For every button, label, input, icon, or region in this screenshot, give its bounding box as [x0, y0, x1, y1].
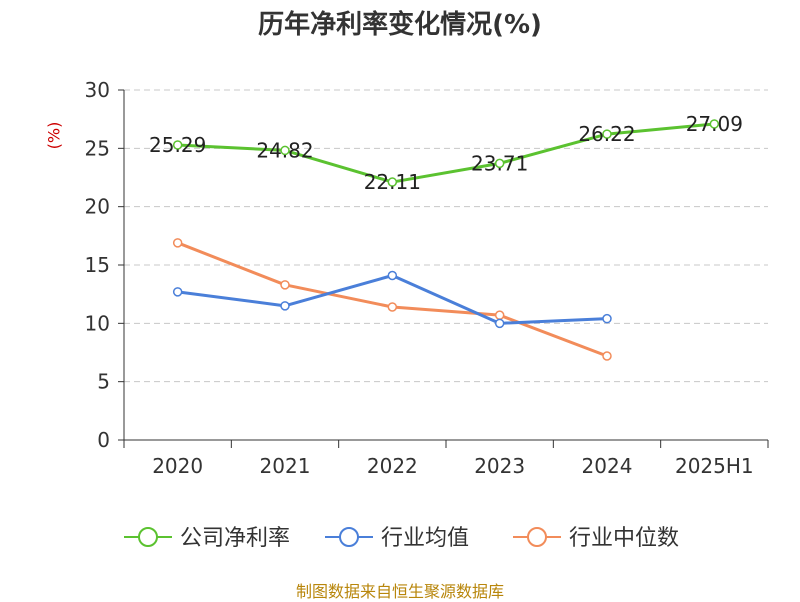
- legend-marker: [527, 527, 547, 547]
- y-tick-label: 10: [85, 311, 110, 335]
- data-point: [280, 145, 290, 156]
- data-point: [172, 287, 183, 297]
- series-line-1: [177, 274, 608, 325]
- data-point: [387, 177, 398, 187]
- tick-labels: 0 5 10 15 20 25 30 2020 2021 2022 2023 2024 2025H1: [85, 78, 754, 478]
- x-tick-label: 2024: [582, 454, 633, 478]
- data-label: 25.29: [149, 133, 206, 157]
- x-tick-label: 2020: [152, 454, 203, 478]
- data-point: [172, 140, 183, 150]
- legend-label: 公司净利率: [180, 526, 290, 551]
- legend-marker: [138, 527, 158, 547]
- data-point: [387, 302, 398, 312]
- data-point: [709, 119, 720, 129]
- data-points: [172, 119, 720, 361]
- legend-label: 行业中位数: [569, 526, 679, 551]
- y-tick-label: 30: [85, 78, 110, 102]
- x-tick-label: 2025H1: [675, 454, 754, 478]
- x-tick-label: 2021: [260, 454, 311, 478]
- y-tick-label: 0: [97, 428, 110, 452]
- chart-title: 历年净利率变化情况(%): [258, 10, 542, 40]
- data-labels: 25.29 24.82 22.11 23.71 26.22 27.09: [149, 112, 743, 194]
- data-source-note: 制图数据来自恒生聚源数据库: [295, 582, 504, 601]
- x-tick-label: 2023: [474, 454, 525, 478]
- y-tick-label: 25: [85, 136, 110, 160]
- data-label: 23.71: [471, 151, 528, 175]
- data-point: [602, 351, 612, 361]
- data-point: [172, 238, 183, 248]
- axes: [118, 89, 769, 448]
- y-tick-label: 20: [85, 195, 110, 219]
- series-line-0: [177, 122, 715, 184]
- data-label: 27.09: [686, 112, 743, 136]
- legend-marker: [339, 527, 359, 547]
- data-point: [494, 318, 505, 329]
- legend: 公司净利率 行业均值 行业中位数: [124, 526, 679, 551]
- data-label: 24.82: [256, 138, 313, 162]
- y-tick-label: 5: [97, 370, 110, 394]
- data-label: 26.22: [578, 122, 635, 146]
- data-point: [494, 158, 505, 169]
- x-tick-label: 2022: [367, 454, 418, 478]
- data-point: [602, 313, 612, 324]
- y-tick-label: 15: [85, 253, 110, 277]
- gridlines: [124, 89, 768, 383]
- data-point: [602, 129, 612, 139]
- data-point: [280, 301, 290, 311]
- data-point: [280, 280, 290, 290]
- data-point: [387, 270, 398, 281]
- data-point: [494, 310, 505, 320]
- data-label: 22.11: [364, 170, 421, 194]
- legend-label: 行业均值: [381, 526, 469, 551]
